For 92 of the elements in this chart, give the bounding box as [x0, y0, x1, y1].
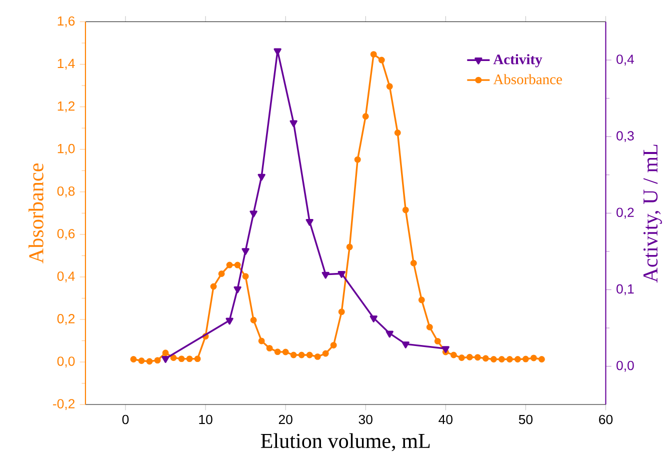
point: [242, 273, 249, 280]
point: [226, 318, 234, 325]
point: [322, 272, 330, 279]
x-axis-title: Elution volume, mL: [260, 433, 430, 452]
point: [266, 345, 273, 352]
x-tick-label: 0: [122, 414, 129, 424]
point: [162, 350, 169, 356]
point: [274, 348, 281, 356]
y-tick-label: 1,6: [58, 16, 75, 28]
point: [538, 356, 545, 363]
point: [322, 350, 329, 357]
point: [370, 51, 377, 58]
y-tick-label: -0,2: [53, 399, 75, 410]
y-tick-label: 0,0: [57, 356, 75, 368]
y-tick-label: 1,2: [58, 101, 75, 112]
point: [418, 296, 425, 304]
point: [314, 354, 321, 360]
point: [298, 352, 305, 358]
point: [234, 262, 241, 268]
y-tick-label: 0,6: [57, 229, 75, 240]
point: [386, 83, 393, 90]
point: [410, 260, 417, 266]
point: [194, 356, 201, 362]
point: [210, 283, 217, 290]
legend-label: Absorbance: [493, 74, 562, 84]
point: [218, 270, 225, 278]
y-tick-label: 1,4: [58, 59, 75, 70]
point: [474, 354, 481, 361]
point: [306, 352, 313, 358]
point: [162, 356, 170, 364]
point: [386, 330, 394, 338]
point: [370, 316, 378, 322]
x-tick-label: 10: [199, 414, 212, 424]
point: [338, 308, 345, 316]
point: [402, 342, 410, 348]
point: [498, 356, 505, 363]
point: [522, 356, 529, 362]
point: [482, 355, 489, 362]
point: [306, 219, 314, 226]
x-tick-label: 60: [599, 414, 613, 424]
point: [346, 244, 353, 250]
point: [178, 356, 185, 362]
point: [146, 358, 153, 365]
point: [394, 130, 401, 136]
point: [330, 342, 337, 349]
point: [290, 120, 298, 128]
point: [458, 354, 465, 362]
point: [506, 356, 513, 363]
point: [250, 316, 257, 324]
y2-tick-label: 0,4: [616, 54, 634, 66]
point: [426, 324, 433, 330]
point: [274, 48, 282, 56]
point: [450, 352, 457, 358]
point: [362, 113, 369, 120]
y-tick-label: 0,2: [57, 314, 75, 326]
y2-axis-title: Activity, U / mL: [643, 144, 662, 283]
x-tick-label: 30: [358, 414, 372, 424]
point: [226, 262, 233, 268]
y-tick-label: 1,0: [58, 144, 75, 155]
point: [434, 338, 441, 345]
point: [250, 210, 258, 218]
point: [258, 338, 265, 344]
point: [234, 286, 242, 294]
point: [514, 356, 521, 363]
x-tick-label: 40: [438, 414, 452, 424]
point: [530, 354, 537, 362]
point: [258, 174, 266, 181]
point: [338, 271, 346, 278]
point: [130, 356, 137, 363]
legend-label: Activity: [493, 54, 542, 68]
point: [490, 356, 497, 363]
point: [354, 156, 361, 163]
point: [170, 354, 177, 362]
point: [154, 357, 161, 364]
point: [282, 348, 289, 356]
y2-tick-label: 0,2: [616, 208, 634, 219]
point: [290, 352, 297, 358]
point: [466, 354, 473, 360]
x-tick-label: 20: [278, 414, 292, 424]
point: [138, 358, 145, 364]
y2-tick-label: 0,1: [616, 284, 634, 296]
x-tick-label: 50: [518, 414, 533, 424]
point: [242, 248, 250, 256]
point: [378, 56, 385, 64]
y-axis-title: Absorbance: [28, 164, 44, 264]
y-tick-label: 0,8: [57, 186, 75, 198]
point: [402, 206, 409, 214]
y-tick-label: 0,4: [57, 272, 75, 283]
point: [442, 346, 450, 354]
y2-tick-label: 0,3: [616, 131, 634, 142]
y2-tick-label: 0,0: [616, 360, 634, 372]
point: [186, 356, 193, 362]
